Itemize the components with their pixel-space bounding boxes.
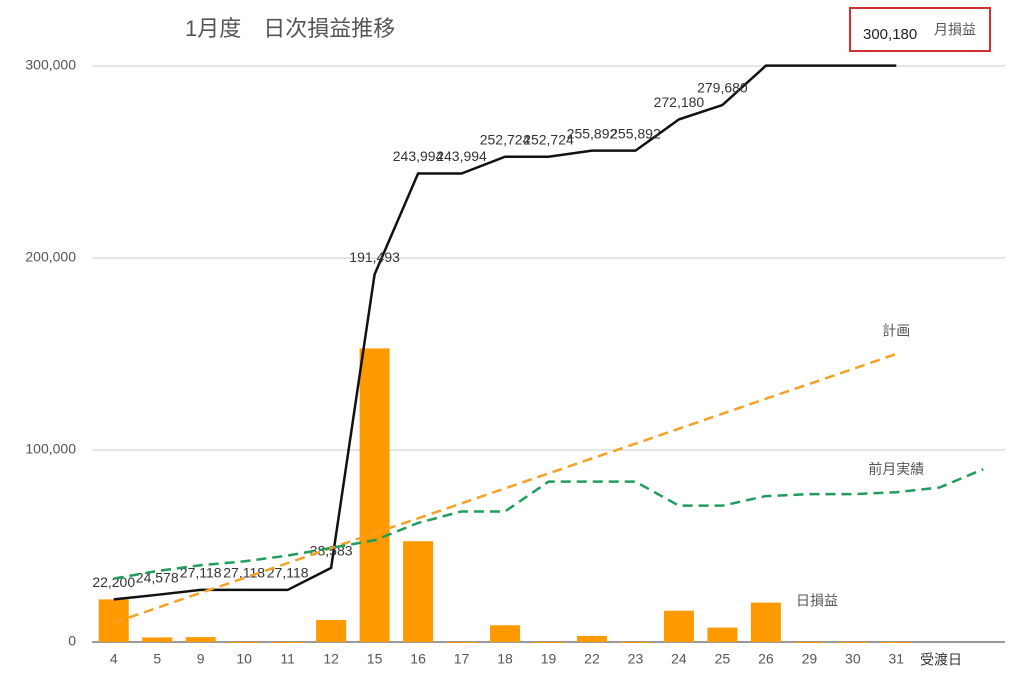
y-tick-label: 0 (68, 633, 76, 649)
x-tick-label: 25 (715, 651, 731, 667)
bar (316, 619, 347, 642)
summary-box (849, 7, 991, 52)
y-tick-label: 200,000 (25, 249, 76, 265)
line (113, 64, 897, 601)
x-tick-label: 31 (889, 651, 905, 667)
x-tick-label: 5 (153, 651, 161, 667)
bar (533, 642, 564, 643)
x-tick-label: 12 (323, 651, 339, 667)
bar (663, 610, 694, 642)
data-label: 22,200 (92, 574, 135, 590)
x-tick-label: 26 (758, 651, 774, 667)
line (113, 468, 984, 580)
data-label: 27,118 (180, 565, 222, 581)
x-tick-label: 30 (845, 651, 861, 667)
summary-label: 月損益 (934, 22, 976, 38)
bar (403, 541, 434, 642)
y-tick-label: 300,000 (25, 57, 76, 73)
bar (142, 637, 173, 642)
data-label: 255,892 (610, 125, 661, 141)
data-label: 38,583 (310, 543, 353, 559)
x-tick-label: 22 (584, 651, 600, 667)
data-label: 27,118 (223, 565, 265, 581)
bar (446, 642, 477, 643)
x-tick-label: 15 (367, 651, 383, 667)
bar (359, 348, 390, 642)
data-label: 252,724 (523, 131, 574, 147)
bar (794, 642, 825, 643)
bar (229, 642, 260, 643)
bar (272, 642, 303, 643)
x-tick-label: 24 (671, 651, 687, 667)
data-label: 252,724 (480, 131, 531, 147)
bar (881, 642, 912, 643)
x-tick-label: 17 (454, 651, 470, 667)
y-tick-label: 100,000 (25, 441, 76, 457)
x-tick-label: 29 (802, 651, 818, 667)
x-tick-label: 4 (110, 651, 118, 667)
x-tick-label: 10 (236, 651, 252, 667)
bar (98, 599, 129, 642)
x-tick-label: 9 (197, 651, 205, 667)
data-label: 255,892 (567, 125, 618, 141)
x-tick-label: 23 (628, 651, 644, 667)
series-label: 計画 (882, 323, 910, 339)
bar (185, 637, 216, 642)
x-tick-label: 11 (280, 651, 295, 667)
chart-title: 1月度 日次損益推移 (185, 16, 395, 41)
x-tick-label: 19 (541, 651, 557, 667)
data-label: 24,578 (136, 570, 179, 586)
summary-value: 300,180 (863, 26, 917, 43)
bar (837, 642, 868, 643)
bar (707, 627, 738, 642)
bar (576, 635, 607, 642)
data-label: 191,493 (349, 249, 400, 265)
data-label: 243,994 (393, 148, 444, 164)
data-label: 243,994 (436, 148, 487, 164)
bar (490, 625, 521, 642)
x-tick-label: 18 (497, 651, 513, 667)
bar (750, 602, 781, 642)
bar (620, 642, 651, 643)
data-label: 272,180 (654, 94, 705, 110)
series-label: 前月実績 (868, 461, 924, 477)
data-label: 27,118 (267, 565, 309, 581)
series-label: 日損益 (796, 593, 838, 609)
line (113, 352, 897, 624)
x-axis-title: 受渡日 (920, 652, 962, 668)
x-tick-label: 16 (410, 651, 426, 667)
data-label: 279,680 (697, 80, 748, 96)
